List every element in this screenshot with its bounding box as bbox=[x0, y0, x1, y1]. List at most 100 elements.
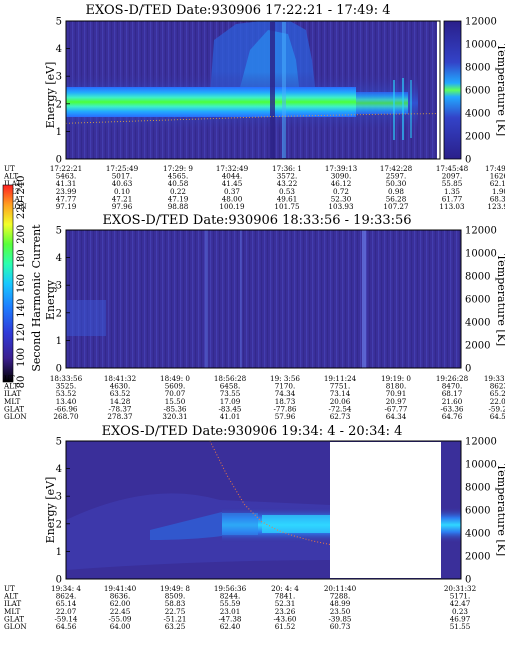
ephemeris-value: 60.73 bbox=[330, 622, 351, 631]
ephemeris-value: 107.27 bbox=[383, 202, 409, 211]
ephemeris-value: 0.72 bbox=[333, 187, 349, 196]
ephemeris-value: 8470. bbox=[442, 382, 463, 391]
ephemeris-value: 48.00 bbox=[222, 194, 243, 203]
ephemeris-row-label: ALT bbox=[3, 172, 18, 181]
ytick-label: 0 bbox=[56, 364, 62, 375]
panel1-band bbox=[66, 87, 356, 117]
ephemeris-value: 123.92 bbox=[487, 202, 505, 211]
ytick-label: 5 bbox=[56, 17, 62, 28]
colorbar-ticks: 240 220 200 180 160 140 120 100 80 bbox=[16, 175, 27, 388]
ephemeris-value: -55.09 bbox=[108, 614, 131, 623]
ephemeris-value: 47.19 bbox=[168, 194, 189, 203]
panel3-band-core bbox=[262, 515, 330, 533]
ephemeris-value: -39.85 bbox=[328, 614, 351, 623]
ephemeris-row-label: MLT bbox=[4, 607, 21, 616]
ephemeris-value: 5017. bbox=[112, 172, 133, 181]
panel1-ylabel-right: Temperature [K] bbox=[495, 44, 505, 136]
ephemeris-value: 21.60 bbox=[442, 397, 463, 406]
ephemeris-value: 22.45 bbox=[110, 607, 131, 616]
panel3-y-ticks: 0 1 2 3 4 5 bbox=[56, 437, 70, 586]
ephemeris-value: 73.55 bbox=[220, 389, 241, 398]
ytick-label: 5 bbox=[56, 226, 62, 237]
ephemeris-value: 3525. bbox=[56, 382, 77, 391]
colorbar bbox=[3, 185, 13, 382]
panel1-temperature-bar-frame bbox=[443, 20, 462, 160]
ephemeris-value: 58.83 bbox=[165, 599, 186, 608]
panel1-frame bbox=[65, 20, 441, 160]
ephemeris-value: -67.77 bbox=[384, 404, 407, 413]
rtick-label: 8000 bbox=[465, 483, 490, 494]
ephemeris-value: 19:11:24 bbox=[324, 374, 357, 383]
ephemeris-value: 22.07 bbox=[56, 607, 77, 616]
ephemeris-value: 0.10 bbox=[114, 187, 130, 196]
panel3-data-gap bbox=[330, 442, 441, 578]
ephemeris-value: 7751. bbox=[330, 382, 351, 391]
panel3-ylabel: Energy [eV] bbox=[44, 477, 57, 544]
ephemeris-value: 41.31 bbox=[56, 179, 77, 188]
ephemeris-value: 48.99 bbox=[330, 599, 351, 608]
ephemeris-value: 4044. bbox=[222, 172, 243, 181]
ephemeris-value: 19:26:28 bbox=[436, 374, 469, 383]
ephemeris-value: 63.52 bbox=[110, 389, 131, 398]
ytick-label: 4 bbox=[56, 464, 62, 475]
ephemeris-value: 18:49: 0 bbox=[160, 374, 190, 383]
ephemeris-value: 70.91 bbox=[386, 389, 407, 398]
ephemeris-value: 43.22 bbox=[277, 179, 298, 188]
panel2-frame bbox=[65, 229, 462, 369]
ephemeris-value: 4630. bbox=[110, 382, 131, 391]
ephemeris-value: 19:19: 0 bbox=[381, 374, 411, 383]
ephemeris-value: 1.35 bbox=[444, 187, 460, 196]
panel3-band-left bbox=[150, 512, 222, 540]
panel1-ephemeris: UTALTILATMLTGLATGLON17:22:215463.41.3123… bbox=[3, 164, 505, 211]
ephemeris-value: 63.25 bbox=[165, 622, 186, 631]
ephemeris-row-label: ALT bbox=[3, 592, 18, 601]
ephemeris-value: 64.56 bbox=[56, 622, 77, 631]
colorbar-tick-label: 120 bbox=[16, 323, 27, 342]
ephemeris-value: 17:22:21 bbox=[50, 164, 82, 173]
rtick-label: 8000 bbox=[465, 63, 490, 74]
ephemeris-value: 18.73 bbox=[275, 397, 296, 406]
ephemeris-value: 7841. bbox=[275, 592, 296, 601]
ephemeris-value: -85.36 bbox=[163, 404, 186, 413]
ephemeris-value: -63.36 bbox=[440, 404, 463, 413]
panel2-streak-b bbox=[240, 230, 242, 368]
ephemeris-value: 57.96 bbox=[275, 412, 296, 421]
ephemeris-value: 14.28 bbox=[110, 397, 131, 406]
ephemeris-value: 0.22 bbox=[170, 187, 186, 196]
ephemeris-value: 13.40 bbox=[56, 397, 77, 406]
ephemeris-value: 19:56:36 bbox=[214, 584, 247, 593]
panel3-title: EXOS-D/TED Date:930906 19:34: 4 - 20:34:… bbox=[102, 424, 403, 439]
rtick-label: 8000 bbox=[465, 272, 490, 283]
ephemeris-value: 68.30 bbox=[490, 194, 505, 203]
ephemeris-value: 17:49: 4 bbox=[485, 164, 505, 173]
ephemeris-row-label: ILAT bbox=[4, 389, 21, 398]
panel3-band-core-2 bbox=[222, 513, 258, 535]
ephemeris-value: 17:29: 9 bbox=[163, 164, 193, 173]
ephemeris-value: 62.73 bbox=[330, 412, 351, 421]
ephemeris-value: 23.99 bbox=[56, 187, 77, 196]
ephemeris-value: 19:49: 8 bbox=[160, 584, 190, 593]
ephemeris-value: 5463. bbox=[56, 172, 77, 181]
ytick-label: 4 bbox=[56, 44, 62, 55]
ephemeris-value: 3572. bbox=[277, 172, 298, 181]
ephemeris-value: 74.34 bbox=[275, 389, 296, 398]
ephemeris-value: 62.40 bbox=[220, 622, 241, 631]
ephemeris-value: 0.98 bbox=[388, 187, 404, 196]
panel1-title: EXOS-D/TED Date:930906 17:22:21 - 17:49:… bbox=[86, 3, 391, 18]
panel2-streak-a bbox=[205, 230, 208, 368]
ephemeris-value: 17:39:13 bbox=[325, 164, 358, 173]
ephemeris-value: 20:11:40 bbox=[324, 584, 357, 593]
ephemeris-value: 64.34 bbox=[386, 412, 407, 421]
ephemeris-value: 65.20 bbox=[490, 389, 505, 398]
colorbar-tick-label: 100 bbox=[16, 348, 27, 367]
ephemeris-value: 20: 4: 4 bbox=[271, 584, 299, 593]
ephemeris-value: 65.14 bbox=[56, 599, 77, 608]
ephemeris-value: -47.38 bbox=[218, 614, 241, 623]
ephemeris-row-label: GLAT bbox=[4, 194, 24, 203]
ephemeris-value: 17:36: 1 bbox=[272, 164, 302, 173]
ephemeris-value: -43.60 bbox=[273, 614, 296, 623]
panel1-right-streaks bbox=[393, 78, 412, 140]
ephemeris-value: 15.50 bbox=[165, 397, 186, 406]
ephemeris-value: 23.01 bbox=[220, 607, 241, 616]
